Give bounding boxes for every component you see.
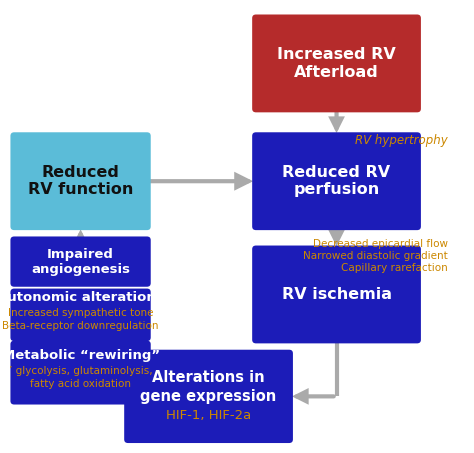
FancyBboxPatch shape	[252, 14, 421, 112]
Text: ’ glycolysis, glutaminolysis,: ’ glycolysis, glutaminolysis,	[9, 366, 153, 376]
Text: gene expression: gene expression	[140, 389, 277, 404]
Text: Increased RV
Afterload: Increased RV Afterload	[277, 47, 396, 80]
Text: RV ischemia: RV ischemia	[282, 287, 392, 302]
Text: Increased sympathetic tone: Increased sympathetic tone	[8, 308, 153, 318]
FancyBboxPatch shape	[124, 350, 293, 443]
Text: Reduced RV
perfusion: Reduced RV perfusion	[283, 165, 391, 198]
FancyBboxPatch shape	[252, 132, 421, 230]
Text: fatty acid oxidation: fatty acid oxidation	[30, 379, 131, 389]
Text: Metabolic “rewiring”: Metabolic “rewiring”	[1, 349, 160, 362]
Text: RV hypertrophy: RV hypertrophy	[355, 134, 448, 147]
Text: Reduced
RV function: Reduced RV function	[28, 165, 133, 198]
Text: Impaired
angiogenesis: Impaired angiogenesis	[31, 248, 130, 275]
Text: Beta-receptor downregulation: Beta-receptor downregulation	[2, 321, 159, 331]
FancyBboxPatch shape	[10, 289, 151, 341]
FancyBboxPatch shape	[252, 246, 421, 343]
Text: Decreased epicardial flow
Narrowed diastolic gradient
Capillary rarefaction: Decreased epicardial flow Narrowed diast…	[303, 239, 448, 273]
FancyBboxPatch shape	[10, 236, 151, 287]
Text: Autonomic alterations: Autonomic alterations	[0, 291, 164, 304]
Text: HIF-1, HIF-2a: HIF-1, HIF-2a	[166, 409, 251, 422]
FancyBboxPatch shape	[10, 132, 151, 230]
Text: Alterations in: Alterations in	[152, 370, 265, 385]
FancyBboxPatch shape	[10, 341, 151, 405]
